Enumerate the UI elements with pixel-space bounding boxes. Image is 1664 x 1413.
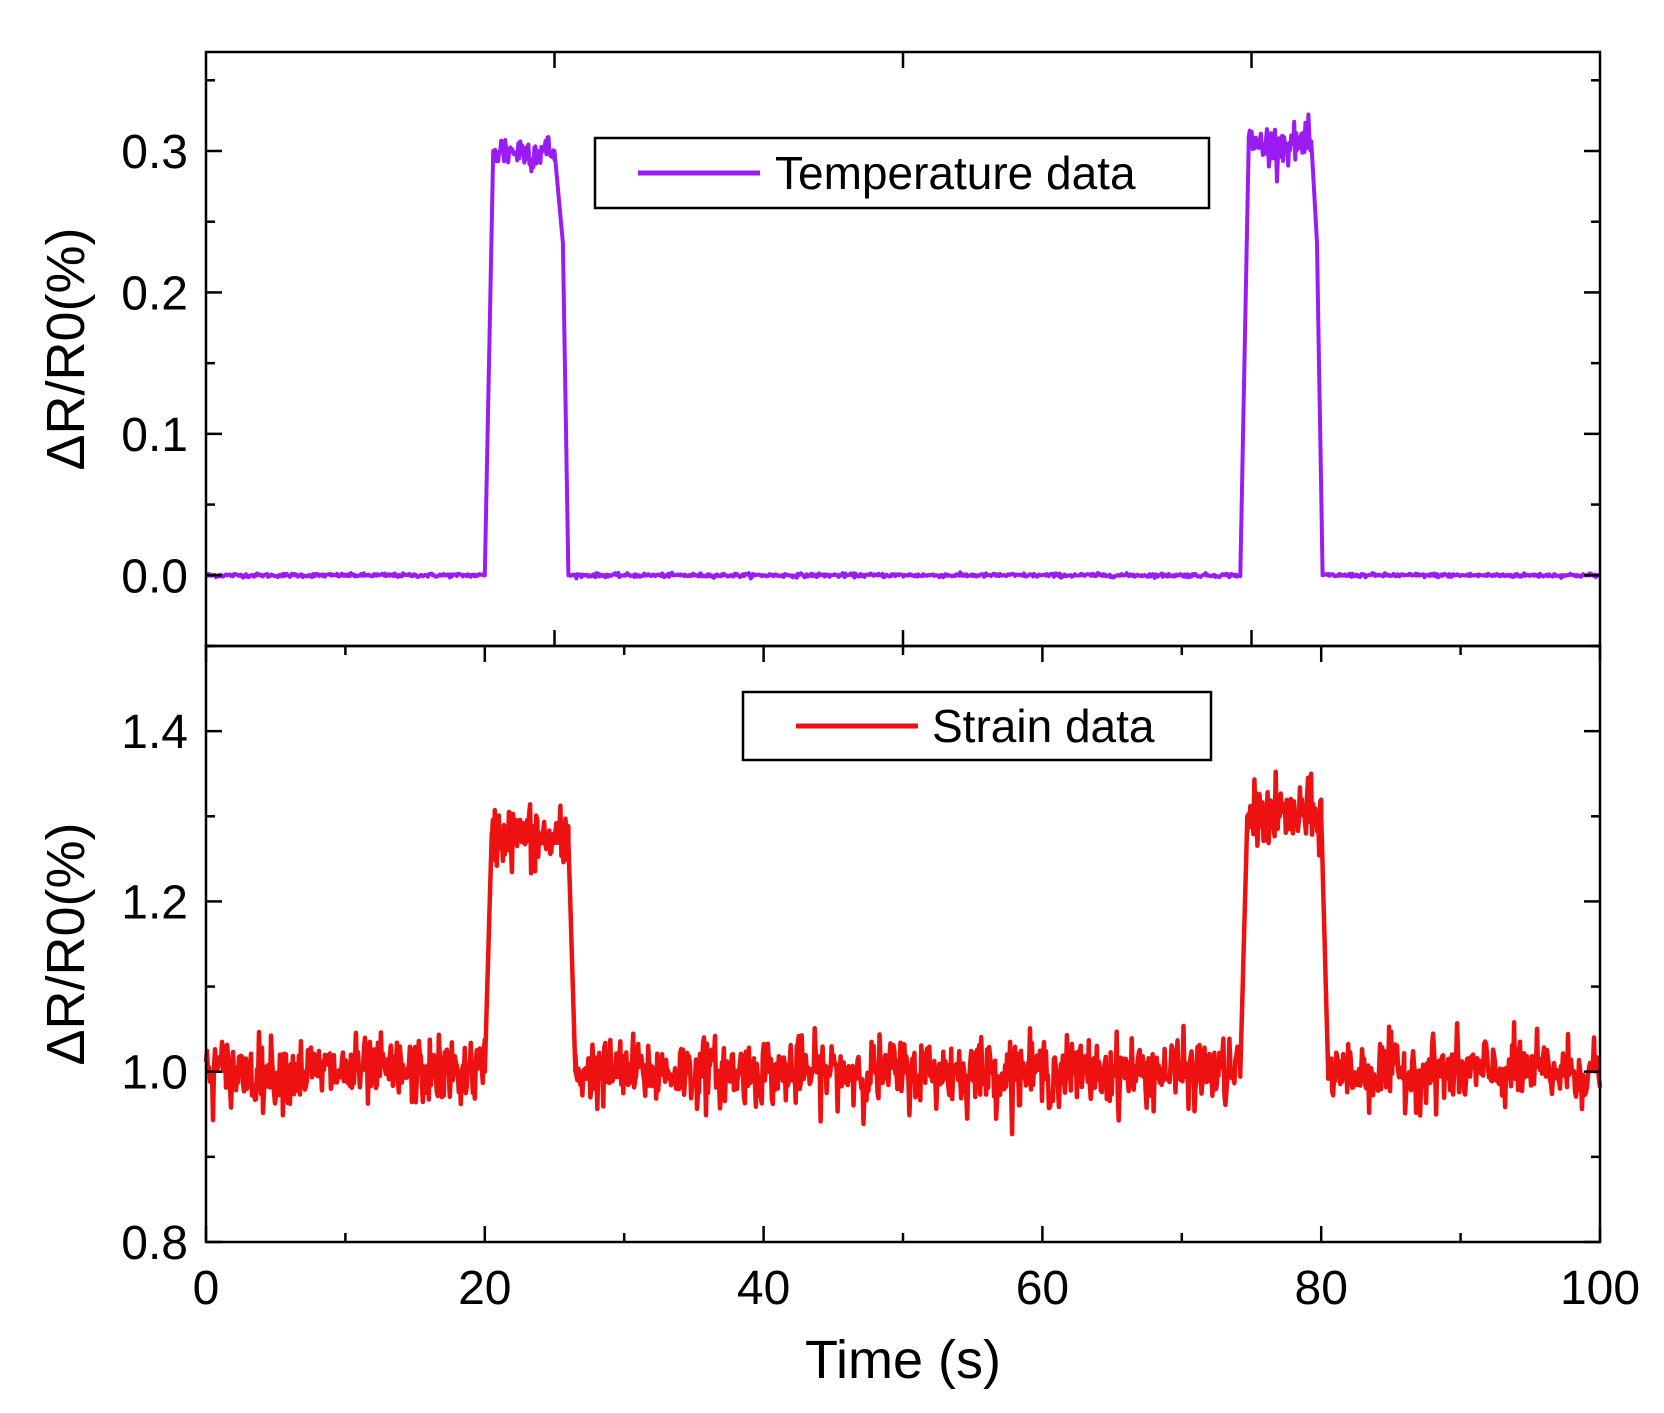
y-tick-label: 1.0 bbox=[121, 1047, 188, 1100]
x-tick-label: 100 bbox=[1560, 1262, 1640, 1315]
chart-top: 0.0 0.1 0.2 0.3 ΔR/R0(%) Temperature data bbox=[36, 50, 1602, 648]
x-tick-label: 80 bbox=[1295, 1262, 1348, 1315]
x-tick-label: 40 bbox=[737, 1262, 790, 1315]
y-axis-title: ΔR/R0(%) bbox=[36, 822, 96, 1065]
y-tick-label: 0.1 bbox=[121, 409, 188, 462]
y-tick-label: 0.2 bbox=[121, 267, 188, 320]
y-tick-label: 1.4 bbox=[121, 706, 188, 759]
series-line-temperature-data bbox=[204, 112, 1602, 581]
y-tick-label: 0.8 bbox=[121, 1217, 188, 1270]
x-axis-title: Time (s) bbox=[805, 1330, 1001, 1390]
legend-label: Strain data bbox=[932, 700, 1155, 752]
x-tick-label: 0 bbox=[193, 1262, 220, 1315]
series-line-strain-data bbox=[203, 769, 1603, 1137]
chart-bottom: 0.8 1.0 1.2 1.4 0 20 40 60 80 100 ΔR/R0(%) Strain d… bbox=[36, 644, 1640, 1315]
legend-label: Temperature data bbox=[775, 147, 1136, 199]
x-tick-label: 20 bbox=[458, 1262, 511, 1315]
y-tick-label: 0.0 bbox=[121, 550, 188, 603]
y-tick-label: 0.3 bbox=[121, 126, 188, 179]
y-axis-title: ΔR/R0(%) bbox=[36, 227, 96, 470]
y-tick-label: 1.2 bbox=[121, 876, 188, 929]
x-tick-label: 60 bbox=[1016, 1262, 1069, 1315]
